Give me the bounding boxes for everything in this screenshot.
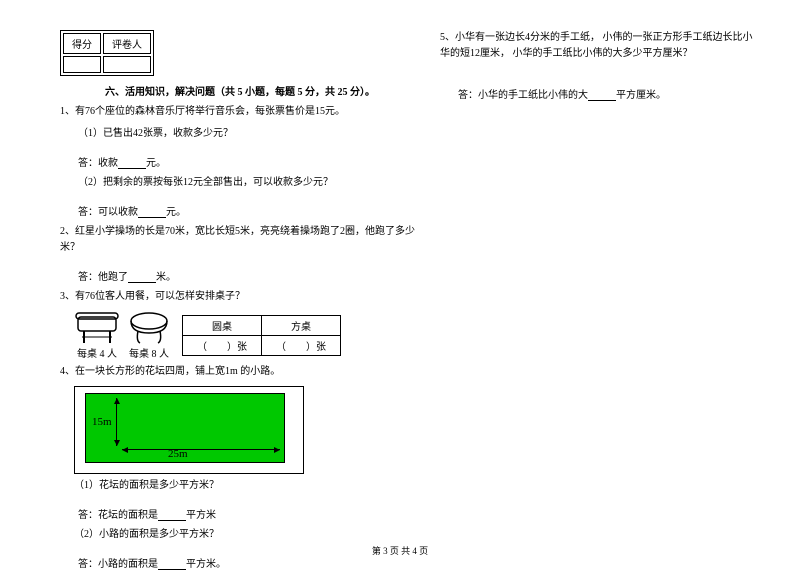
dim-height: 15m (92, 416, 112, 428)
seat-h1: 圆桌 (183, 316, 262, 336)
seat-c2: （ ）张 (262, 336, 341, 356)
blank (128, 271, 156, 283)
q5-ans-pre: 答：小华的手工纸比小伟的大 (458, 90, 588, 101)
score-label: 得分 (63, 33, 101, 54)
furn2-label: 每桌 8 人 (126, 345, 172, 360)
q1-sub2: （2）把剩余的票按每张12元全部售出，可以收款多少元？ (60, 175, 420, 191)
grader-cell (103, 56, 151, 73)
blank (158, 509, 186, 521)
furn1-label: 每桌 4 人 (74, 345, 120, 360)
green-rect: 15m 25m (85, 393, 285, 463)
arrow-vertical (116, 398, 117, 446)
score-box: 得分 评卷人 (60, 30, 154, 76)
page-footer: 第 3 页 共 4 页 (0, 544, 800, 557)
grader-label: 评卷人 (103, 33, 151, 54)
q4-sub1: （1）花坛的面积是多少平方米？ (60, 478, 420, 494)
q3-stem: 3、有76位客人用餐，可以怎样安排桌子？ (60, 289, 420, 305)
left-column: 得分 评卷人 六、活用知识，解决问题（共 5 小题，每题 5 分，共 25 分）… (60, 30, 420, 576)
round-table-icon: 每桌 8 人 (126, 311, 172, 360)
seat-h2: 方桌 (262, 316, 341, 336)
furniture-icons: 每桌 4 人 每桌 8 人 (74, 311, 172, 360)
q4-ans2: 答：小路的面积是平方米。 (78, 555, 420, 570)
blank (588, 89, 616, 101)
q4-stem: 4、在一块长方形的花坛四周，铺上宽1m 的小路。 (60, 364, 420, 380)
q4-ans1: 答：花坛的面积是 平方米 (78, 506, 420, 521)
q5-ans: 答：小华的手工纸比小伟的大 平方厘米。 (458, 86, 760, 101)
score-cell (63, 56, 101, 73)
seat-c1: （ ）张 (183, 336, 262, 356)
square-table-icon: 每桌 4 人 (74, 311, 120, 360)
q1-ans2-suf: 元。 (166, 207, 186, 218)
q2-ans-pre: 答：他跑了 (78, 272, 128, 283)
q1-ans2: 答：可以收款 元。 (78, 203, 420, 218)
q4-ans1-pre: 答：花坛的面积是 (78, 510, 158, 521)
arrow-horizontal (122, 449, 280, 450)
seat-table: 圆桌 方桌 （ ）张 （ ）张 (182, 315, 341, 356)
q1-sub1: （1）已售出42张票，收款多少元？ (60, 126, 420, 142)
q1-ans1-suf: 元。 (146, 158, 166, 169)
blank (138, 206, 166, 218)
blank (118, 157, 146, 169)
q2-ans-suf: 米。 (156, 272, 176, 283)
q5-stem: 5、小华有一张边长4分米的手工纸， 小伟的一张正方形手工纸边长比小华的短12厘米… (440, 30, 760, 62)
q1-ans1: 答：收款 元。 (78, 154, 420, 169)
q2-stem: 2、红星小学操场的长是70米，宽比长短5米，亮亮绕着操场跑了2圈，他跑了多少米？ (60, 224, 420, 256)
q1-ans1-pre: 答：收款 (78, 158, 118, 169)
q1-stem: 1、有76个座位的森林音乐厅将举行音乐会，每张票售价是15元。 (60, 104, 420, 120)
blank (158, 558, 186, 570)
dim-width: 25m (168, 448, 188, 460)
q4-figure: 15m 25m (74, 386, 304, 474)
q4-sub2: （2）小路的面积是多少平方米？ (60, 527, 420, 543)
q2-ans: 答：他跑了 米。 (78, 268, 420, 283)
right-column: 5、小华有一张边长4分米的手工纸， 小伟的一张正方形手工纸边长比小华的短12厘米… (440, 30, 760, 576)
section-title: 六、活用知识，解决问题（共 5 小题，每题 5 分，共 25 分）。 (60, 83, 420, 98)
q5-ans-suf: 平方厘米。 (616, 90, 666, 101)
q4-ans1-suf: 平方米 (186, 510, 216, 521)
q3-row: 每桌 4 人 每桌 8 人 圆桌 方桌 (74, 311, 420, 360)
q1-ans2-pre: 答：可以收款 (78, 207, 138, 218)
